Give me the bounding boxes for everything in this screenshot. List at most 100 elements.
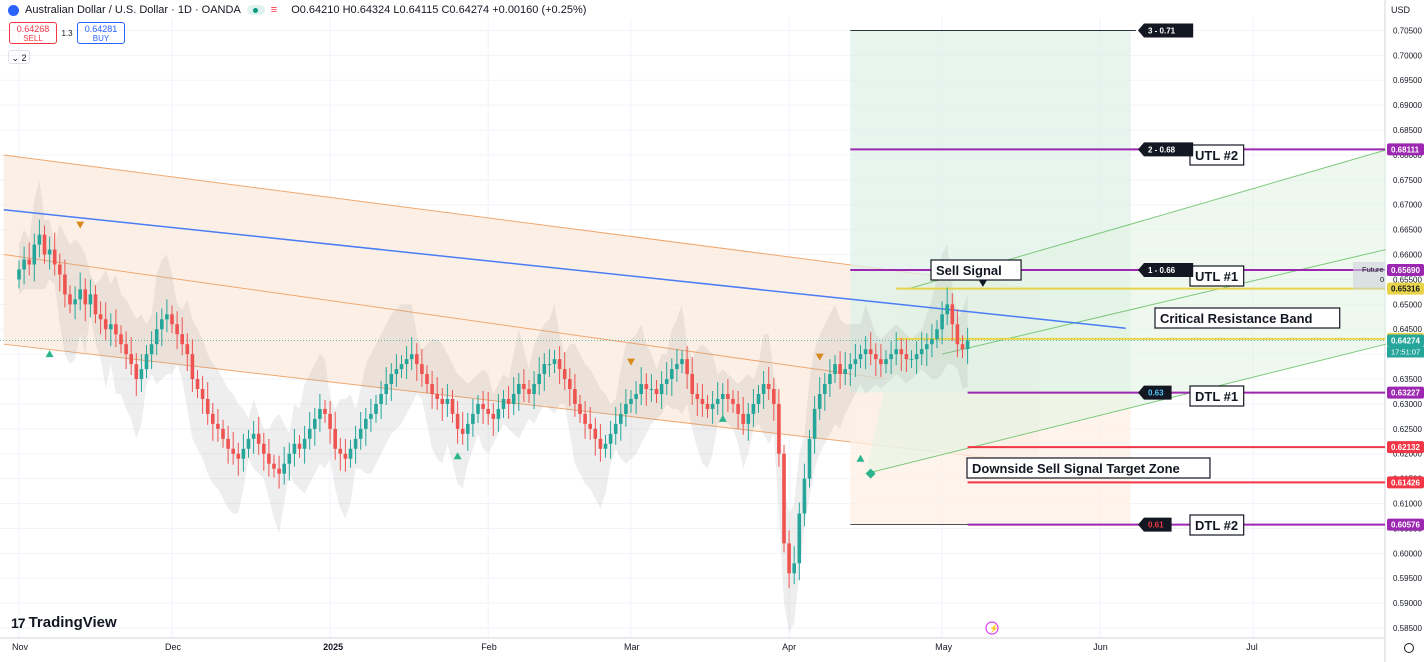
sell-signal-marker <box>627 358 635 366</box>
ascending-lower-line <box>865 343 1386 475</box>
candle-body <box>598 438 603 449</box>
fib-tag-text-0: 3 - 0.71 <box>1148 26 1176 35</box>
candle-body <box>277 468 281 474</box>
candle-body <box>894 349 898 355</box>
candle-body <box>792 563 796 574</box>
buy-price: 0.64281 <box>84 24 118 34</box>
candle-body <box>236 453 241 459</box>
candle-body <box>925 344 929 350</box>
candle-body <box>955 324 960 345</box>
candle-body <box>624 403 628 414</box>
candle-body <box>613 423 618 434</box>
candle-body <box>486 408 490 414</box>
indicators-collapse-button[interactable]: ⌄ 2 <box>8 50 30 64</box>
alert-bolt-icon: ⚡ <box>989 623 999 633</box>
time-tick-label: Dec <box>165 642 182 652</box>
price-tag-0.65690 <box>1387 263 1424 276</box>
candle-body <box>517 384 521 394</box>
candle-body <box>522 384 526 390</box>
candle-body <box>119 334 123 345</box>
price-tick-label: 0.61000 <box>1393 500 1422 509</box>
candle-body <box>17 269 21 280</box>
candle-body <box>139 369 144 380</box>
candle-body <box>715 398 720 404</box>
utl1-label: UTL #1 <box>1195 269 1238 284</box>
fib-tag-text-4: 0.61 <box>1148 521 1164 530</box>
candle-body <box>557 359 562 370</box>
candle-body <box>573 389 577 404</box>
candle-body <box>766 384 771 390</box>
utl2-label: UTL #2 <box>1195 148 1238 163</box>
candle-body <box>705 403 710 409</box>
candle-body <box>216 423 220 429</box>
candle-body <box>211 413 215 424</box>
future-sub: 0 <box>1380 275 1384 284</box>
candle-body <box>394 369 399 375</box>
candle-body <box>833 364 837 375</box>
price-tag-0.64274 <box>1387 334 1424 347</box>
candle-body <box>731 398 735 404</box>
candle-body <box>42 234 47 255</box>
symbol-title[interactable]: Australian Dollar / U.S. Dollar · 1D · O… <box>25 4 241 16</box>
candle-body <box>751 403 756 414</box>
countdown-text: 17:51:07 <box>1391 347 1420 356</box>
price-tag-0.62132 <box>1387 441 1424 454</box>
candle-body <box>721 393 725 399</box>
candle-body <box>364 418 368 429</box>
buy-label: BUY <box>92 34 110 43</box>
price-tag-text-0.63227: 0.63227 <box>1391 389 1420 398</box>
candle-body <box>664 379 669 385</box>
candle-body <box>205 398 210 414</box>
price-tick-label: 0.66500 <box>1393 226 1422 235</box>
price-tick-label: 0.67000 <box>1393 201 1422 210</box>
time-tick-label: 2025 <box>323 642 343 652</box>
candle-body <box>542 364 547 375</box>
fib-tag-4 <box>1138 517 1172 532</box>
candle-body <box>328 413 332 429</box>
candle-body <box>578 403 582 414</box>
candle-body <box>858 354 863 360</box>
candle-body <box>787 543 791 574</box>
ascending-mid-line <box>941 249 1386 355</box>
price-tag-text-0.64274: 0.64274 <box>1391 336 1420 345</box>
candle-body <box>879 359 883 365</box>
diamond-marker <box>865 468 876 479</box>
candle-body <box>195 379 200 390</box>
candle-body <box>256 433 261 444</box>
price-tag-text-0.60576: 0.60576 <box>1391 521 1420 530</box>
candle-body <box>649 389 654 391</box>
candle-body <box>853 359 858 365</box>
candle-body <box>246 438 251 449</box>
fib-tag-text-3: 0.63 <box>1148 389 1164 398</box>
candle-body <box>466 423 470 434</box>
candle-body <box>425 374 429 385</box>
future-label: Future <box>1362 265 1384 274</box>
candle-body <box>532 384 536 394</box>
buy-button[interactable]: 0.64281 BUY <box>77 22 125 44</box>
candle-body <box>634 393 638 399</box>
candle-body <box>476 403 480 414</box>
currency-label[interactable]: USD <box>1391 5 1411 15</box>
candle-body <box>889 354 893 360</box>
candle-body <box>919 349 924 355</box>
descending-trendline <box>3 208 1126 329</box>
downside-target-label-box <box>966 457 1211 479</box>
candle-body <box>511 393 516 404</box>
candle-body <box>47 249 52 255</box>
candle-body <box>761 384 766 394</box>
candle-body <box>297 443 302 449</box>
candle-body <box>884 359 888 365</box>
candle-body <box>583 413 587 424</box>
dtl1-label: DTL #1 <box>1195 389 1238 404</box>
candle-body <box>185 344 190 355</box>
candle-body <box>868 349 873 355</box>
candle-body <box>404 359 409 365</box>
candle-body <box>685 359 689 375</box>
price-tick-label: 0.66000 <box>1393 251 1422 260</box>
candle-body <box>129 354 133 365</box>
sell-button[interactable]: 0.64268 SELL <box>9 22 57 44</box>
equals-icon[interactable]: ≡ <box>270 4 278 16</box>
candle-body <box>420 364 424 375</box>
candle-body <box>160 319 164 330</box>
